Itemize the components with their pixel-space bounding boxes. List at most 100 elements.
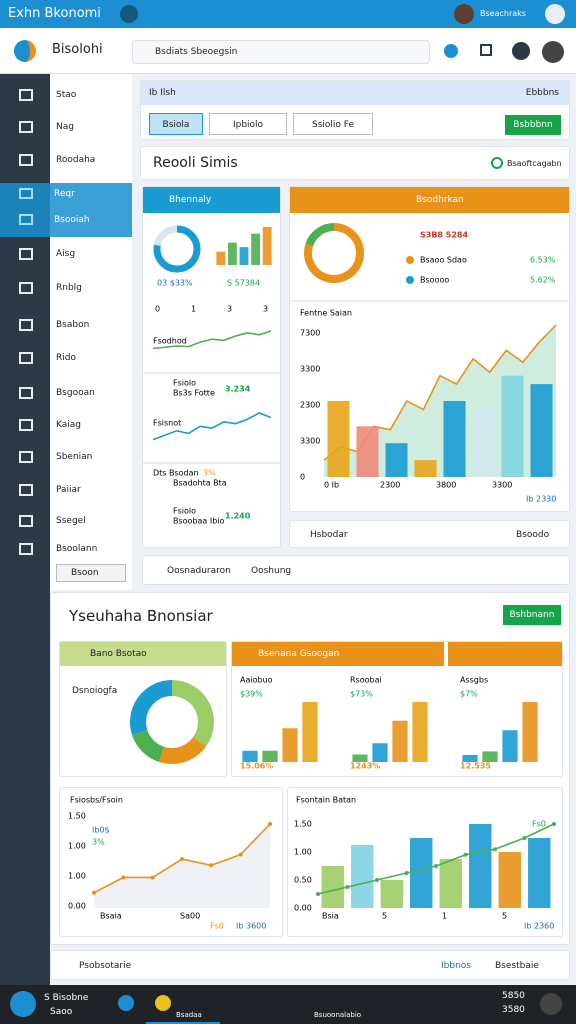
bar [372, 743, 388, 762]
nav-item[interactable]: Bsgooan [56, 388, 95, 398]
filter[interactable]: Ipbiolo [209, 113, 287, 135]
nav-icon [19, 89, 33, 101]
mini-total: 15.06% [240, 762, 273, 771]
selected-band [0, 183, 132, 237]
nav-item[interactable]: Rido [56, 353, 76, 363]
nav-item[interactable]: Nag [56, 122, 74, 132]
user-name: Bseachraks [480, 9, 526, 18]
donut-chart [130, 680, 214, 764]
taskbar-icon[interactable] [118, 995, 134, 1011]
search-right: Ooshung [251, 566, 292, 576]
chart-card: Fsontain Batan 1.50 1.00 0.50 0.00 Fs0 Bsia 5 1 5… [287, 787, 563, 937]
avatar[interactable] [542, 41, 564, 63]
nav-item[interactable]: Reqr [54, 189, 75, 199]
icon[interactable] [512, 42, 530, 60]
nav-item[interactable]: Bsoolann [56, 544, 98, 554]
row-right: Bsoodo [516, 530, 550, 540]
point [150, 875, 155, 880]
sidebar-footer[interactable]: Bsoon [56, 564, 126, 582]
x-tick-label: 3800 [436, 481, 456, 490]
bar [501, 375, 524, 477]
nav-icon [19, 154, 33, 166]
x-tick-label: 5 [502, 912, 507, 921]
nav-item[interactable]: Paiiar [56, 485, 81, 495]
mini-title: Rsoobai [350, 676, 382, 685]
taskbar-icon[interactable] [155, 995, 171, 1011]
card-header: Bano Bsotao [60, 642, 226, 666]
search-text: Bsdiats Sbeoegsin [155, 47, 238, 57]
x-tick-label: Sa00 [180, 912, 200, 921]
point [375, 878, 379, 882]
chart-title: Fsiosbs/Fsoin [70, 796, 123, 805]
filter[interactable]: Ssiolio Fe [293, 113, 373, 135]
bar [443, 401, 466, 477]
nav-item[interactable]: Rnblg [56, 283, 82, 293]
taskbar-item: Bsadaa [176, 1011, 202, 1019]
nav-icon [19, 282, 33, 294]
bar [522, 702, 538, 762]
nav-item[interactable]: Kaiag [56, 420, 81, 430]
nav-item[interactable]: Aisg [56, 249, 76, 259]
home-button[interactable] [120, 5, 138, 23]
nav-item[interactable]: Sbenian [56, 452, 93, 462]
bar [412, 702, 428, 762]
nav-item[interactable]: Roodaha [56, 155, 96, 165]
bar [392, 720, 408, 762]
taskbar-item: Bsuoonalabio [314, 1011, 362, 1019]
clock-time: 5850 [502, 991, 525, 1001]
donut-segment [304, 223, 364, 283]
kpi: S 57384 [227, 279, 260, 288]
donut-segment [305, 223, 335, 247]
point [180, 857, 184, 862]
legend-value: 6.53% [530, 256, 556, 265]
bar [439, 859, 462, 908]
nav-icon [19, 248, 33, 260]
bar [352, 754, 368, 762]
note: 3% [92, 838, 105, 847]
notify-button[interactable] [540, 993, 562, 1015]
row-sub: Bsoobaa Ibio [173, 517, 225, 526]
line [152, 330, 272, 350]
start-button[interactable] [10, 991, 36, 1017]
chart-title: Fentne Saian [300, 309, 352, 318]
bar [282, 728, 298, 762]
search-box[interactable]: Bsdiats Sbeoegsin [132, 40, 430, 64]
icon[interactable] [480, 44, 492, 56]
bar [414, 460, 437, 477]
avatar[interactable] [454, 4, 474, 24]
bar [327, 401, 350, 477]
search-row[interactable]: Oosnaduraron Ooshung [142, 555, 570, 585]
bar [262, 227, 272, 265]
chart-title: Fsontain Batan [296, 796, 356, 805]
card-header: Bhennaly [143, 187, 280, 213]
nav-item[interactable]: Stao [56, 90, 77, 100]
point [92, 890, 96, 895]
section-title: Reooli Simis [153, 155, 238, 171]
taskbar-active[interactable] [146, 985, 220, 1024]
nav-item[interactable]: Bsooiah [54, 215, 90, 225]
menu-button[interactable] [545, 4, 565, 24]
nav-item[interactable]: Bsabon [56, 320, 90, 330]
point [316, 892, 320, 896]
nav-item[interactable]: Ssegel [56, 516, 86, 526]
point [121, 875, 126, 880]
y-tick-label: 0.00 [294, 904, 312, 913]
section-button[interactable]: Bshbnann [503, 605, 561, 625]
filter[interactable]: Bsiola [149, 113, 203, 135]
row-value: 3.234 [225, 385, 251, 394]
toolbar-right: Ebbbns [525, 88, 559, 98]
y-tick-label: 0.00 [68, 902, 86, 911]
point [434, 864, 438, 868]
taskbar-app-sub: Saoo [50, 1007, 73, 1017]
search-row[interactable]: Psobsotarie Ibbnos Bsestbaie [50, 950, 570, 980]
brand: Bisolohi [52, 42, 103, 57]
nav-icon [19, 214, 33, 225]
bar [351, 845, 374, 908]
axis-label: 1 [191, 305, 196, 314]
icon[interactable] [444, 44, 458, 58]
toolbar-button[interactable]: Bsbbbnn [505, 115, 561, 135]
donut-segment [130, 680, 173, 735]
card-header: Bsenana Gsoogan [232, 642, 444, 666]
search-left: Psobsotarie [79, 961, 132, 971]
y-tick-label: 7300 [300, 329, 320, 338]
